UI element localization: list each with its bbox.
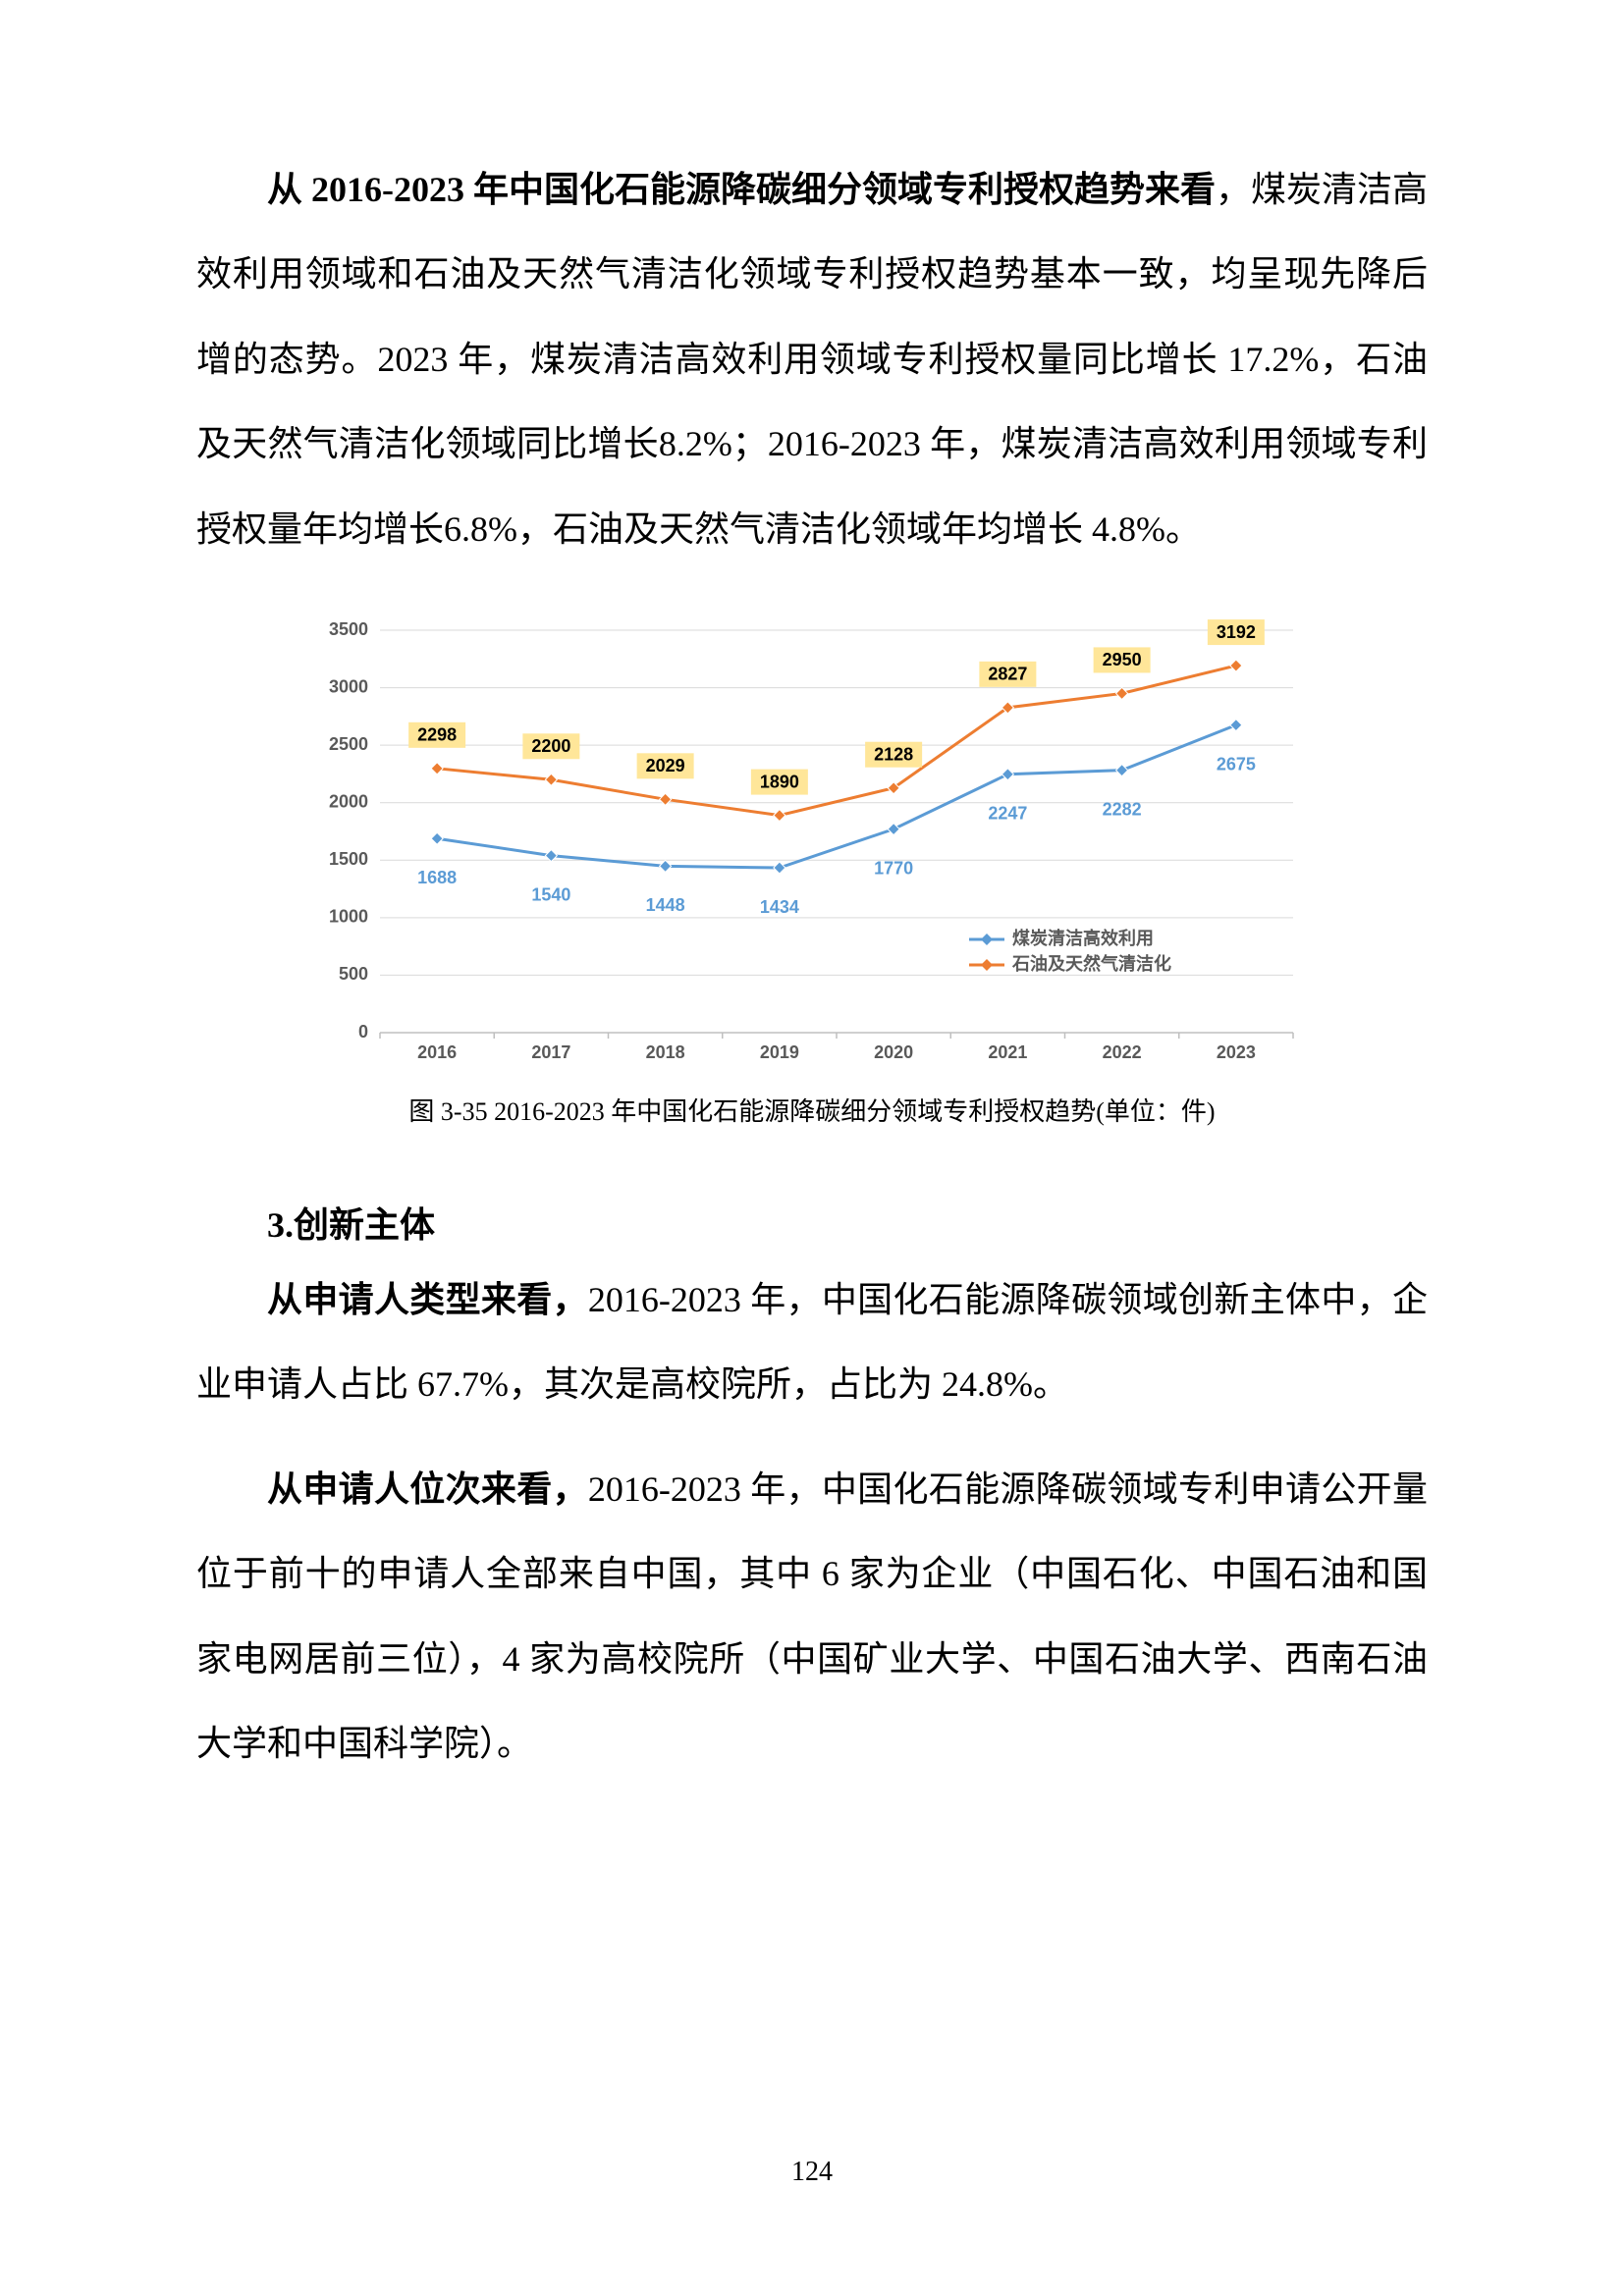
svg-text:3500: 3500 xyxy=(329,619,368,639)
svg-text:2019: 2019 xyxy=(760,1042,799,1062)
svg-text:1540: 1540 xyxy=(531,884,570,904)
svg-text:3192: 3192 xyxy=(1217,622,1256,642)
svg-text:2029: 2029 xyxy=(646,756,685,775)
svg-text:2500: 2500 xyxy=(329,734,368,754)
svg-text:1000: 1000 xyxy=(329,907,368,927)
p2-lead: 从申请人类型来看， xyxy=(267,1280,588,1319)
svg-text:2020: 2020 xyxy=(874,1042,913,1062)
p3-rest: 2016-2023 年，中国化石能源降碳领域专利申请公开量位于前十的申请人全部来… xyxy=(196,1469,1428,1763)
page: 从 2016-2023 年中国化石能源降碳细分领域专利授权趋势来看，煤炭清洁高效… xyxy=(0,0,1624,2296)
p1-lead: 从 2016-2023 年中国化石能源降碳细分领域专利授权趋势来看 xyxy=(267,170,1216,209)
svg-text:3000: 3000 xyxy=(329,676,368,696)
svg-text:2827: 2827 xyxy=(988,665,1027,684)
svg-text:2247: 2247 xyxy=(988,803,1027,823)
svg-text:2017: 2017 xyxy=(531,1042,570,1062)
svg-text:1500: 1500 xyxy=(329,849,368,869)
paragraph-3: 从申请人位次来看，2016-2023 年，中国化石能源降碳领域专利申请公开量位于… xyxy=(196,1447,1428,1787)
line-chart: 0 500 1000 1500 2000 2500 3000 3500 2016 2017 2018… xyxy=(292,611,1332,1082)
page-number: 124 xyxy=(0,2157,1624,2188)
svg-text:2000: 2000 xyxy=(329,791,368,811)
svg-text:1770: 1770 xyxy=(874,858,913,878)
svg-text:2675: 2675 xyxy=(1217,754,1256,774)
svg-text:2016: 2016 xyxy=(417,1042,457,1062)
svg-text:1434: 1434 xyxy=(760,897,799,917)
chart-caption: 图 3-35 2016-2023 年中国化石能源降碳细分领域专利授权趋势(单位：… xyxy=(292,1092,1332,1128)
p3-lead: 从申请人位次来看， xyxy=(267,1469,588,1509)
chart-region: 0 500 1000 1500 2000 2500 3000 3500 2016 2017 2018… xyxy=(292,611,1332,1128)
svg-text:1890: 1890 xyxy=(760,772,799,791)
svg-text:500: 500 xyxy=(339,964,368,984)
svg-text:2950: 2950 xyxy=(1103,650,1142,669)
paragraph-1: 从 2016-2023 年中国化石能源降碳细分领域专利授权趋势来看，煤炭清洁高效… xyxy=(196,147,1428,571)
svg-text:煤炭清洁高效利用: 煤炭清洁高效利用 xyxy=(1012,928,1154,948)
svg-text:2282: 2282 xyxy=(1103,799,1142,819)
svg-text:0: 0 xyxy=(358,1022,368,1041)
svg-text:2200: 2200 xyxy=(531,736,570,756)
section-heading: 3.创新主体 xyxy=(196,1197,1428,1248)
paragraph-2: 从申请人类型来看，2016-2023 年，中国化石能源降碳领域创新主体中，企业申… xyxy=(196,1257,1428,1427)
svg-text:1688: 1688 xyxy=(417,868,457,887)
svg-text:2023: 2023 xyxy=(1217,1042,1256,1062)
svg-text:2128: 2128 xyxy=(874,744,913,764)
svg-text:1448: 1448 xyxy=(646,895,685,915)
svg-text:石油及天然气清洁化: 石油及天然气清洁化 xyxy=(1011,953,1171,974)
svg-text:2298: 2298 xyxy=(417,725,457,745)
svg-text:2018: 2018 xyxy=(646,1042,685,1062)
svg-text:2022: 2022 xyxy=(1103,1042,1142,1062)
p1-rest: ，煤炭清洁高效利用领域和石油及天然气清洁化领域专利授权趋势基本一致，均呈现先降后… xyxy=(196,170,1428,549)
svg-text:2021: 2021 xyxy=(988,1042,1027,1062)
